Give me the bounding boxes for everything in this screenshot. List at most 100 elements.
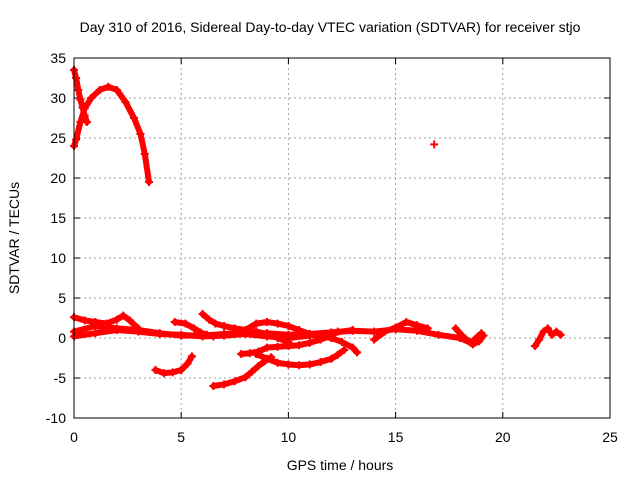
data-point xyxy=(464,337,473,346)
data-point xyxy=(170,318,179,326)
data-point xyxy=(112,315,121,324)
data-point xyxy=(479,331,488,340)
data-point xyxy=(140,150,149,158)
data-point xyxy=(402,318,411,326)
data-point xyxy=(190,324,199,333)
data-point xyxy=(125,316,134,325)
data-point xyxy=(72,74,81,82)
data-point xyxy=(209,332,218,341)
data-point xyxy=(112,86,121,94)
data-point xyxy=(205,315,214,324)
data-point xyxy=(121,98,130,106)
x-tick-label: 5 xyxy=(177,429,185,445)
data-point xyxy=(241,326,250,334)
data-point xyxy=(91,318,100,326)
data-point xyxy=(475,337,484,346)
data-point xyxy=(78,103,87,112)
data-point xyxy=(316,332,325,341)
data-point xyxy=(220,322,229,330)
data-point xyxy=(82,118,91,126)
data-point xyxy=(202,330,211,339)
data-point xyxy=(556,330,565,339)
data-point xyxy=(187,352,196,361)
data-point xyxy=(160,369,169,378)
data-point xyxy=(80,316,89,325)
data-point xyxy=(348,343,357,352)
data-point xyxy=(273,334,282,342)
data-point xyxy=(370,335,379,344)
data-point xyxy=(183,359,192,368)
data-point xyxy=(340,346,349,354)
data-point xyxy=(327,354,336,363)
data-point xyxy=(177,366,186,374)
x-tick-label: 20 xyxy=(495,429,511,445)
chart-title: Day 310 of 2016, Sidereal Day-to-day VTE… xyxy=(80,19,581,35)
y-tick-labels: -10 -5 0 5 10 15 20 25 30 35 xyxy=(46,50,66,426)
series-line xyxy=(152,353,195,377)
data-point xyxy=(254,362,263,370)
data-point xyxy=(211,319,220,328)
y-axis-title: SDTVAR / TECUs xyxy=(6,182,22,294)
data-point xyxy=(305,338,314,347)
data-point xyxy=(353,348,362,357)
gridlines xyxy=(74,58,610,418)
data-point xyxy=(241,373,250,382)
series-arc-14 xyxy=(451,324,488,349)
y-tick-label: 5 xyxy=(58,290,66,306)
data-point xyxy=(155,330,164,338)
y-tick-label: 0 xyxy=(58,330,66,346)
data-point xyxy=(284,360,293,369)
data-point xyxy=(252,327,261,336)
data-point xyxy=(468,340,477,349)
data-point xyxy=(273,319,282,328)
data-point xyxy=(333,327,342,336)
data-point xyxy=(305,360,314,369)
data-point xyxy=(451,324,460,333)
x-axis-title: GPS time / hours xyxy=(287,457,394,473)
data-point xyxy=(220,331,229,340)
data-point xyxy=(87,94,96,102)
data-point xyxy=(327,334,336,342)
data-point xyxy=(95,86,104,94)
data-point xyxy=(112,326,121,334)
data-point xyxy=(104,82,113,91)
data-point xyxy=(380,327,389,336)
axis-ticks xyxy=(73,57,611,419)
data-point xyxy=(391,323,400,332)
data-point xyxy=(76,95,85,104)
series-arc-13 xyxy=(370,318,432,344)
data-point xyxy=(552,327,561,336)
data-point xyxy=(237,350,246,358)
series-arc-15 xyxy=(530,324,565,350)
data-point xyxy=(134,327,143,336)
data-point xyxy=(284,322,293,330)
data-point xyxy=(262,354,271,363)
series-outlier xyxy=(430,140,439,149)
data-point xyxy=(196,328,205,337)
data-point xyxy=(535,335,544,344)
x-tick-label: 15 xyxy=(388,429,404,445)
series-line xyxy=(199,311,292,345)
data-point xyxy=(284,342,293,350)
y-tick-label: 25 xyxy=(50,130,66,146)
data-point xyxy=(262,343,271,352)
series-arc-8 xyxy=(198,310,293,346)
data-point xyxy=(413,321,422,330)
data-point xyxy=(530,342,539,350)
data-point xyxy=(458,331,467,340)
data-point xyxy=(434,330,443,339)
x-tick-label: 10 xyxy=(281,429,297,445)
data-point xyxy=(230,377,239,386)
data-point xyxy=(177,330,186,339)
data-series xyxy=(70,66,565,390)
data-point xyxy=(543,324,552,333)
data-point xyxy=(295,326,304,334)
x-tick-labels: 0 5 10 15 20 25 xyxy=(70,429,618,445)
series-line xyxy=(253,347,348,369)
data-point xyxy=(295,341,304,350)
data-point xyxy=(262,330,271,338)
y-tick-label: -5 xyxy=(54,370,67,386)
data-point xyxy=(74,86,83,94)
x-tick-label: 25 xyxy=(602,429,618,445)
